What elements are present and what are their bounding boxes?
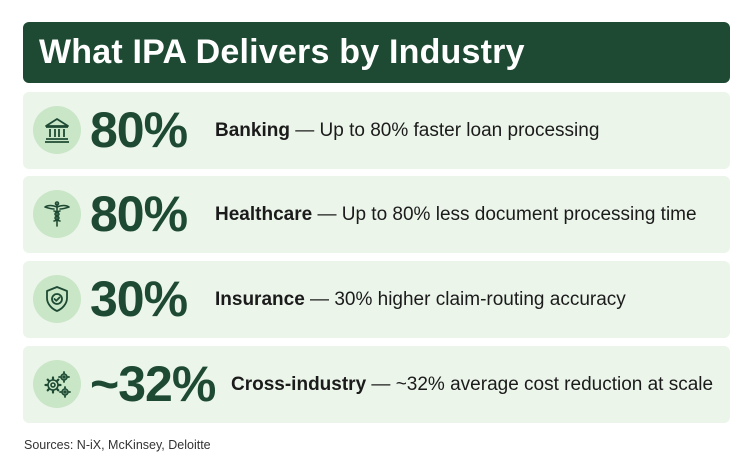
- title-banner: What IPA Delivers by Industry: [23, 22, 730, 83]
- separator: —: [289, 120, 320, 141]
- separator: —: [366, 374, 396, 395]
- description-text: 30% higher claim-routing accuracy: [334, 289, 626, 310]
- separator: —: [312, 204, 342, 225]
- industry-row-insurance: 30% Insurance — 30% higher claim-routing…: [23, 261, 730, 338]
- gears-icon: [33, 360, 81, 408]
- description-text: ~32% average cost reduction at scale: [395, 374, 714, 395]
- description-text: Up to 80% faster loan processing: [319, 120, 600, 141]
- page-title: What IPA Delivers by Industry: [39, 33, 525, 71]
- caduceus-icon: [33, 190, 81, 238]
- industry-name: Banking: [215, 120, 290, 141]
- industry-name: Healthcare: [215, 204, 313, 225]
- stat-value: 30%: [90, 271, 188, 327]
- row-description: Healthcare — Up to 80% less document pro…: [215, 176, 697, 253]
- separator: —: [304, 289, 335, 310]
- description-text: Up to 80% less document processing time: [341, 204, 697, 225]
- row-description: Cross-industry — ~32% average cost reduc…: [231, 346, 713, 423]
- sources-footnote: Sources: N-iX, McKinsey, Deloitte: [24, 438, 211, 452]
- industry-row-healthcare: 80% Healthcare — Up to 80% less document…: [23, 176, 730, 253]
- stat-value: 80%: [90, 186, 188, 242]
- bank-icon: [33, 106, 81, 154]
- stat-value: ~32%: [90, 356, 216, 412]
- row-description: Insurance — 30% higher claim-routing acc…: [215, 261, 626, 338]
- industry-name: Cross-industry: [231, 374, 367, 395]
- industry-row-cross-industry: ~32% Cross-industry — ~32% average cost …: [23, 346, 730, 423]
- shield-check-icon: [33, 275, 81, 323]
- industry-name: Insurance: [215, 289, 305, 310]
- row-description: Banking — Up to 80% faster loan processi…: [215, 92, 599, 169]
- stat-value: 80%: [90, 102, 188, 158]
- industry-row-banking: 80% Banking — Up to 80% faster loan proc…: [23, 92, 730, 169]
